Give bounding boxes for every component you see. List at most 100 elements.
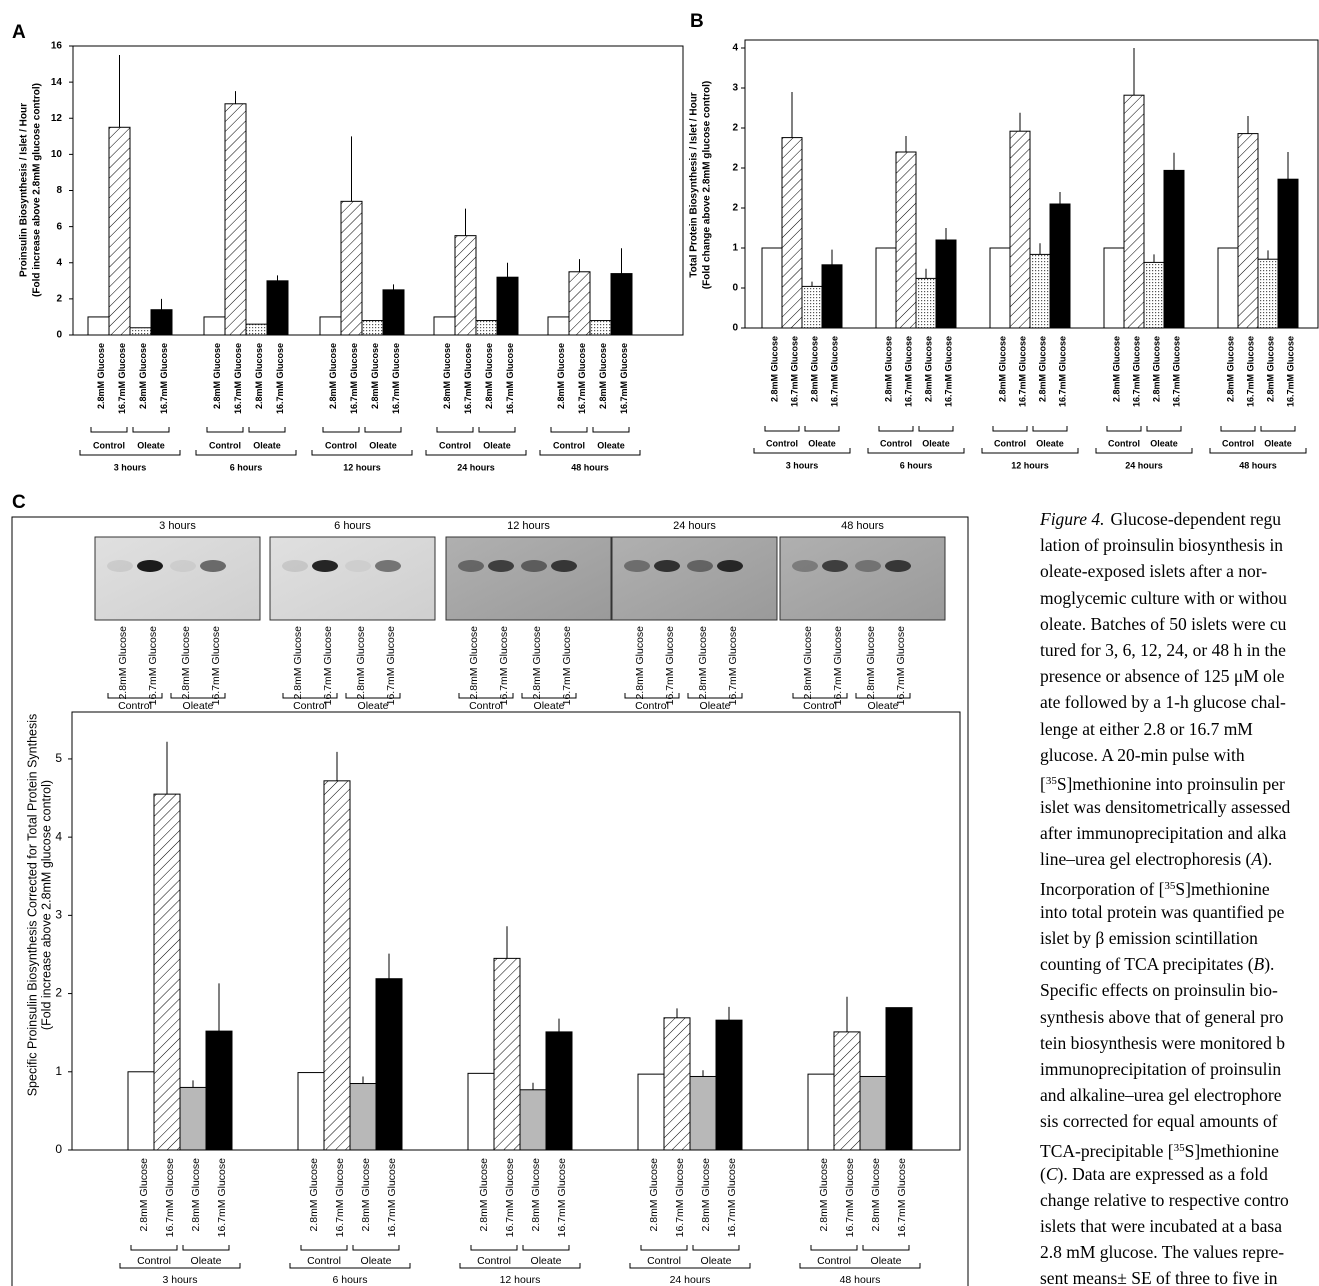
x-tick-label: 16.7mM Glucose — [1131, 336, 1141, 407]
bar — [782, 138, 802, 328]
gel-band — [792, 560, 818, 572]
group-label: Control — [325, 440, 357, 450]
caption: Figure 4.Glucose-dependent regu lation o… — [1040, 506, 1319, 1286]
caption-label: Figure 4. — [1040, 509, 1104, 529]
bracket — [993, 426, 1027, 431]
x-tick-label: 16.7mM Glucose — [726, 1158, 738, 1238]
gel-title: 24 hours — [673, 520, 716, 532]
bar — [383, 290, 404, 335]
caption-text: Incorporation of [ — [1040, 879, 1164, 899]
bar — [476, 321, 497, 335]
gel-band — [282, 560, 308, 572]
caption-line: moglycemic culture with or withou — [1040, 585, 1319, 611]
y-tick-label: 4 — [732, 43, 738, 54]
x-tick-label: 16.7mM Glucose — [903, 336, 913, 407]
gel-band — [654, 560, 680, 572]
panel-ref: A — [1251, 849, 1262, 869]
x-tick-label: 16.7mM Glucose — [844, 1158, 856, 1238]
bar — [497, 277, 518, 335]
bracket — [879, 426, 913, 431]
bar — [151, 310, 172, 335]
group-label: Control — [209, 440, 241, 450]
group-label: Oleate — [531, 1255, 562, 1267]
gel-band — [312, 560, 338, 572]
y-tick-label: 4 — [56, 257, 62, 268]
bar — [1124, 95, 1144, 328]
x-tick-label: 2.8mM Glucose — [254, 343, 264, 409]
group-label: Oleate — [1036, 438, 1064, 448]
group-label: Control — [647, 1255, 681, 1267]
bar — [896, 152, 916, 328]
caption-line: lenge at either 2.8 or 16.7 mM — [1040, 716, 1319, 742]
bracket — [805, 426, 839, 431]
bar — [376, 979, 402, 1150]
caption-line: presence or absence of 125 μM ole — [1040, 663, 1319, 689]
gel-title: 6 hours — [334, 520, 371, 532]
x-tick-label: 16.7mM Glucose — [789, 336, 799, 407]
category-label: 24 hours — [670, 1274, 711, 1286]
x-tick-label: 16.7mM Glucose — [233, 343, 243, 414]
category-label: 6 hours — [900, 460, 933, 470]
x-tick-label: 2.8mM Glucose — [818, 1158, 830, 1232]
gel-image — [446, 537, 611, 620]
lane-label: 2.8mM Glucose — [117, 626, 129, 700]
bar — [936, 240, 956, 328]
bar — [546, 1032, 572, 1150]
x-tick-label: 2.8mM Glucose — [138, 1158, 150, 1232]
gel-band — [488, 560, 514, 572]
group-label: Control — [817, 1255, 851, 1267]
caption-line: [35S]methionine into proinsulin per — [1040, 768, 1319, 794]
group-label: Control — [1222, 438, 1254, 448]
bar — [1104, 248, 1124, 328]
x-tick-label: 16.7mM Glucose — [1017, 336, 1027, 407]
x-tick-label: 2.8mM Glucose — [1265, 336, 1275, 402]
caption-line: counting of TCA precipitates (B). — [1040, 951, 1319, 977]
lane-label: 2.8mM Glucose — [531, 626, 543, 700]
bracket — [1147, 426, 1181, 431]
bar — [990, 248, 1010, 328]
bar — [1278, 179, 1298, 328]
caption-text: ). — [1264, 954, 1274, 974]
y-axis-label: (Fold increase above 2.8mM glucose contr… — [39, 780, 53, 1030]
bar — [822, 265, 842, 328]
group-label: Control — [477, 1255, 511, 1267]
bar — [1010, 131, 1030, 328]
bracket — [1107, 426, 1141, 431]
caption-line: immunoprecipitation of proinsulin — [1040, 1056, 1319, 1082]
bar — [834, 1032, 860, 1150]
group-label: Oleate — [361, 1255, 392, 1267]
bracket — [80, 450, 180, 455]
gel-band — [885, 560, 911, 572]
gel-image — [270, 537, 435, 620]
category-label: 12 hours — [343, 462, 381, 472]
bracket — [982, 448, 1078, 453]
bracket — [1033, 426, 1067, 431]
x-tick-label: 16.7mM Glucose — [896, 1158, 908, 1238]
x-tick-label: 2.8mM Glucose — [1225, 336, 1235, 402]
bar — [298, 1073, 324, 1150]
caption-line: sent means± SE of three to five in — [1040, 1265, 1319, 1286]
x-tick-label: 16.7mM Glucose — [577, 343, 587, 414]
gel-group-label: Control — [293, 700, 327, 712]
caption-text: S]methionine — [1175, 879, 1269, 899]
bar — [130, 328, 151, 335]
caption-line: into total protein was quantified pe — [1040, 899, 1319, 925]
panel-ref: C — [1046, 1164, 1058, 1184]
bracket — [540, 450, 640, 455]
x-tick-label: 16.7mM Glucose — [164, 1158, 176, 1238]
bar — [455, 236, 476, 335]
bar — [520, 1090, 546, 1150]
group-label: Oleate — [597, 440, 625, 450]
lane-label: 2.8mM Glucose — [292, 626, 304, 700]
x-tick-label: 2.8mM Glucose — [478, 1158, 490, 1232]
gel-band — [855, 560, 881, 572]
bar — [154, 794, 180, 1150]
lane-label: 16.7mM Glucose — [147, 626, 159, 706]
group-label: Control — [994, 438, 1026, 448]
lane-label: 2.8mM Glucose — [697, 626, 709, 700]
lane-label: 16.7mM Glucose — [322, 626, 334, 706]
gel-group-label: Oleate — [358, 700, 389, 712]
bar — [267, 281, 288, 335]
panel-label: C — [12, 492, 26, 513]
caption-text: ). — [1262, 849, 1272, 869]
